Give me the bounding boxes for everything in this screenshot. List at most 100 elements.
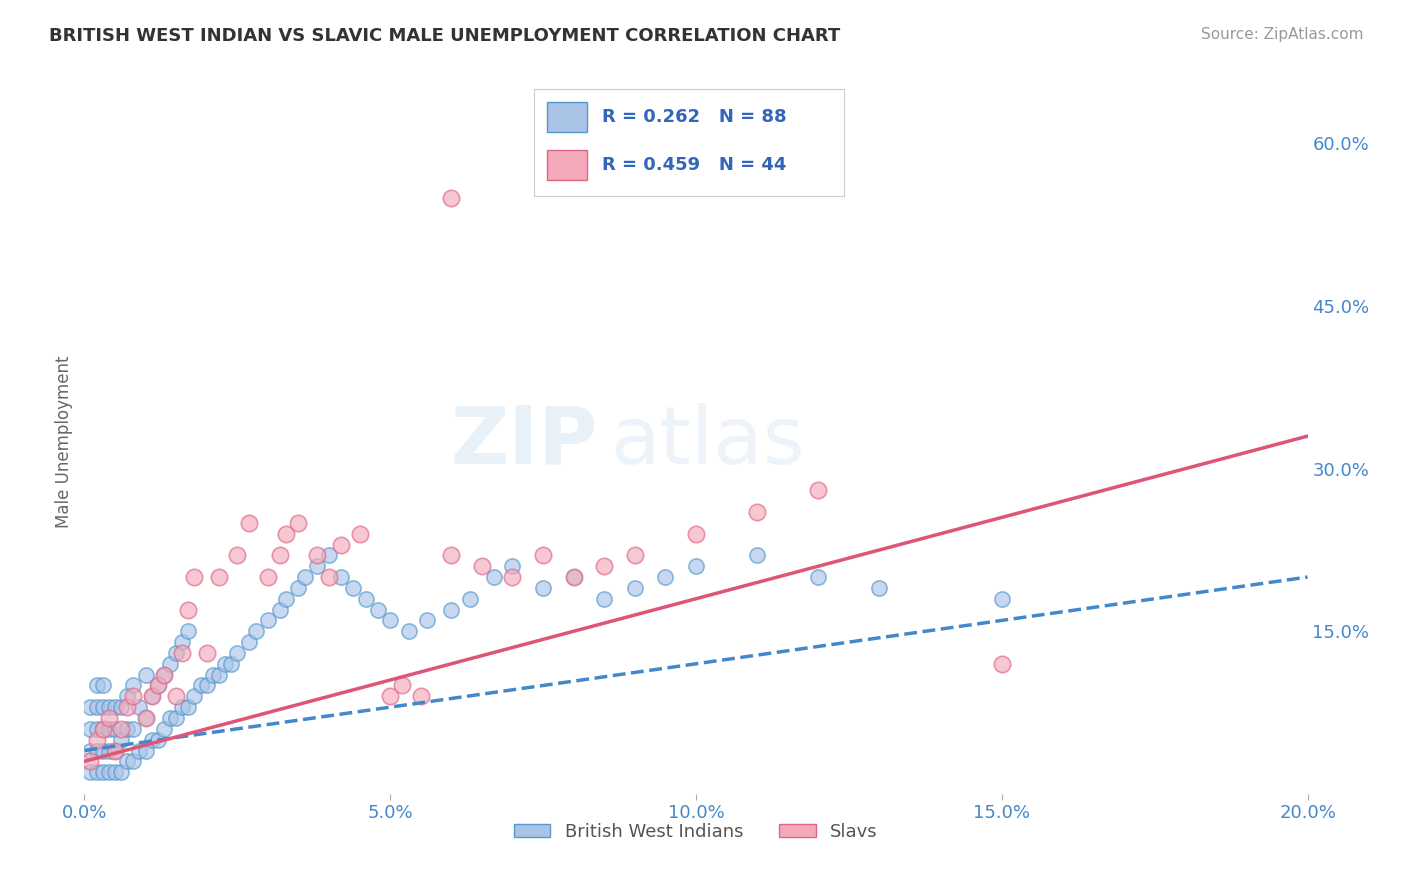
Point: [141, 732, 163, 747]
Point: [159, 657, 181, 671]
Text: R = 0.262   N = 88: R = 0.262 N = 88: [602, 108, 787, 126]
Point: [146, 678, 169, 692]
Point: [79, 700, 101, 714]
Point: [238, 516, 260, 530]
Point: [97, 711, 120, 725]
Point: [177, 700, 200, 714]
Point: [86, 765, 108, 780]
Point: [110, 765, 132, 780]
Point: [122, 690, 145, 704]
Point: [79, 722, 101, 736]
Point: [287, 516, 309, 530]
Point: [135, 743, 157, 757]
Point: [141, 690, 163, 704]
Point: [115, 755, 138, 769]
Point: [97, 722, 120, 736]
Point: [502, 559, 524, 574]
Point: [86, 743, 108, 757]
Point: [318, 570, 340, 584]
Point: [593, 591, 616, 606]
Point: [807, 570, 830, 584]
Point: [562, 570, 585, 584]
Point: [110, 700, 132, 714]
Point: [183, 690, 205, 704]
Point: [165, 711, 187, 725]
Point: [869, 581, 891, 595]
Point: [104, 700, 127, 714]
Point: [86, 732, 108, 747]
Point: [502, 570, 524, 584]
Point: [91, 765, 114, 780]
Point: [305, 559, 328, 574]
Point: [409, 690, 432, 704]
Point: [91, 700, 114, 714]
Point: [991, 591, 1014, 606]
Point: [685, 526, 707, 541]
Point: [330, 570, 353, 584]
Text: ZIP: ZIP: [451, 402, 598, 481]
Point: [440, 191, 463, 205]
Point: [91, 678, 114, 692]
Point: [195, 678, 218, 692]
Point: [269, 602, 291, 616]
Point: [747, 505, 769, 519]
Point: [349, 526, 371, 541]
Point: [654, 570, 676, 584]
Point: [104, 743, 127, 757]
Point: [190, 678, 212, 692]
Point: [367, 602, 389, 616]
Point: [257, 570, 280, 584]
Point: [153, 667, 176, 681]
Point: [201, 667, 224, 681]
Point: [219, 657, 242, 671]
Point: [86, 722, 108, 736]
Point: [195, 646, 218, 660]
Text: atlas: atlas: [610, 402, 804, 481]
Point: [135, 667, 157, 681]
Point: [318, 549, 340, 563]
Point: [79, 765, 101, 780]
Point: [380, 614, 402, 628]
Point: [86, 678, 108, 692]
Point: [153, 667, 176, 681]
Point: [177, 624, 200, 639]
Point: [380, 690, 402, 704]
Point: [440, 549, 463, 563]
Point: [531, 549, 554, 563]
Point: [91, 722, 114, 736]
Point: [482, 570, 505, 584]
Point: [91, 722, 114, 736]
Point: [208, 570, 231, 584]
Point: [416, 614, 439, 628]
Point: [562, 570, 585, 584]
Point: [991, 657, 1014, 671]
Point: [458, 591, 481, 606]
Point: [305, 549, 328, 563]
Point: [135, 711, 157, 725]
Point: [593, 559, 616, 574]
Point: [159, 711, 181, 725]
Point: [269, 549, 291, 563]
Point: [79, 755, 101, 769]
Point: [398, 624, 420, 639]
Point: [128, 700, 150, 714]
Point: [128, 743, 150, 757]
Point: [294, 570, 316, 584]
Point: [471, 559, 494, 574]
Text: BRITISH WEST INDIAN VS SLAVIC MALE UNEMPLOYMENT CORRELATION CHART: BRITISH WEST INDIAN VS SLAVIC MALE UNEMP…: [49, 27, 841, 45]
Point: [531, 581, 554, 595]
FancyBboxPatch shape: [547, 102, 586, 132]
Point: [391, 678, 413, 692]
Point: [97, 765, 120, 780]
Point: [153, 722, 176, 736]
Point: [172, 646, 194, 660]
Point: [238, 635, 260, 649]
Point: [146, 678, 169, 692]
Point: [172, 700, 194, 714]
Point: [226, 549, 249, 563]
Point: [183, 570, 205, 584]
Point: [208, 667, 231, 681]
Point: [115, 690, 138, 704]
Point: [122, 678, 145, 692]
Point: [214, 657, 236, 671]
